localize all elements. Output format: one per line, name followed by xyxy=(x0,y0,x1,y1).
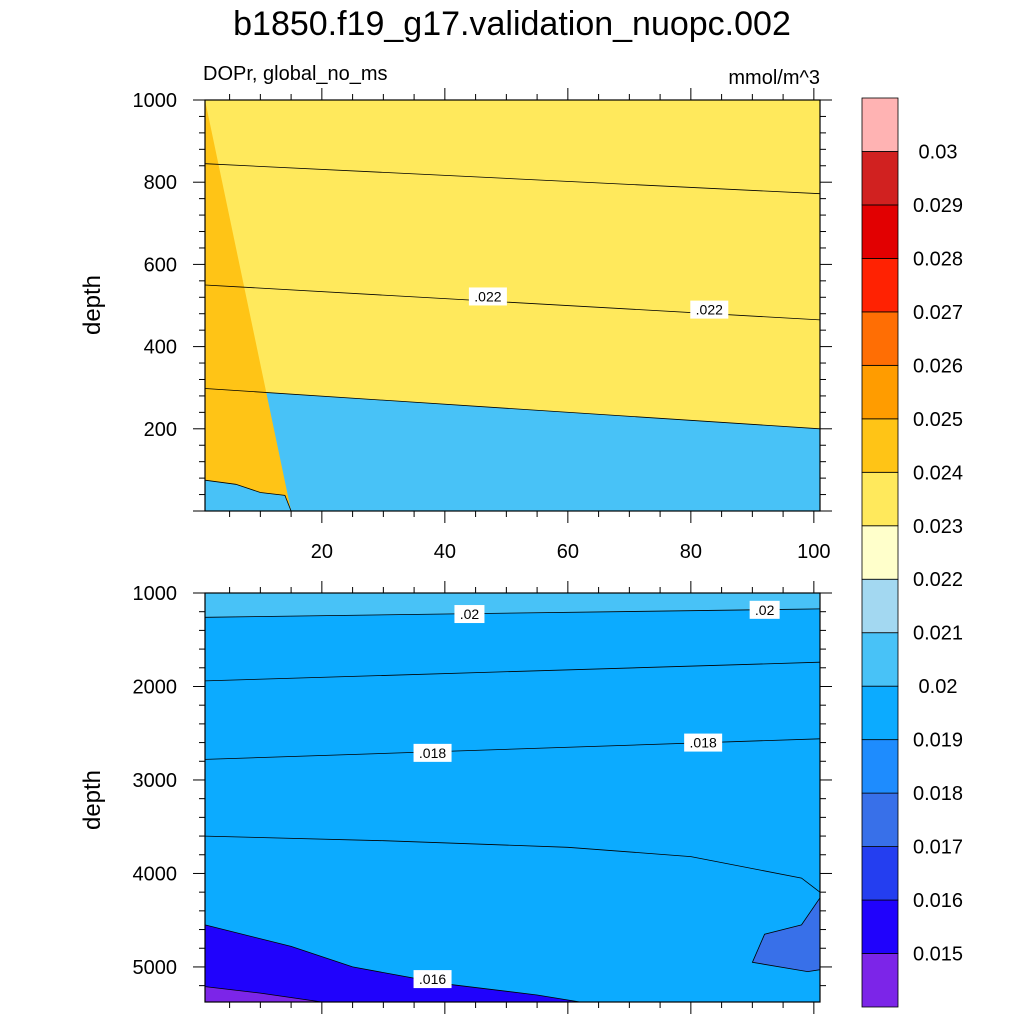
y-tick-label: 5000 xyxy=(133,957,178,979)
y-tick-label: 1000 xyxy=(133,583,178,605)
contour-lines xyxy=(205,608,820,1002)
contour-line xyxy=(205,924,581,1002)
contour-label: .016 xyxy=(419,971,446,987)
band-fill xyxy=(205,100,292,511)
colorbar-swatch xyxy=(861,364,899,420)
contour-line xyxy=(205,388,820,430)
colorbar-swatch xyxy=(861,97,899,152)
colorbar-label: 0.03 xyxy=(919,141,958,163)
colorbar-swatch xyxy=(861,632,899,687)
colorbar-label: 0.028 xyxy=(913,248,963,270)
colorbar-swatch xyxy=(861,151,899,206)
lower-panel: .02 .02 .018 .018 .016 1000 2000 3000 4000 5000 xyxy=(133,581,832,1014)
colorbar-label: 0.016 xyxy=(913,890,963,912)
contour-label-box xyxy=(468,287,507,306)
colorbar-swatch xyxy=(861,578,899,634)
contour-label: .022 xyxy=(696,302,723,318)
colorbar-swatch xyxy=(861,204,899,259)
x-tick-label: 20 xyxy=(311,541,333,563)
colorbar-label: 0.022 xyxy=(913,569,963,591)
colorbar-label: 0.021 xyxy=(913,623,963,645)
contour-fills xyxy=(205,100,820,511)
colorbar-label: 0.027 xyxy=(913,302,963,324)
contour-line xyxy=(205,163,820,195)
contour-line xyxy=(205,479,292,511)
colorbar-swatch xyxy=(861,525,899,580)
y-tick-label: 400 xyxy=(144,337,177,359)
colorbar-swatch xyxy=(861,739,899,794)
contour-line xyxy=(751,897,820,973)
contour-label-box xyxy=(454,605,485,624)
colorbar-swatch xyxy=(861,792,899,847)
colorbar: 0.015 0.016 0.017 0.018 0.019 0.02 0.021 0.022 0… xyxy=(861,97,963,1008)
contour-label-box xyxy=(690,300,729,319)
contour-line xyxy=(205,835,820,893)
y-tick-label: 800 xyxy=(144,172,177,194)
colorbar-swatch xyxy=(861,418,899,473)
colorbar-label: 0.026 xyxy=(913,355,963,377)
y-tick-label: 200 xyxy=(144,419,177,441)
contour-label: .018 xyxy=(690,735,717,751)
x-tick-label: 40 xyxy=(434,541,456,563)
contour-line xyxy=(205,661,820,682)
contour-line xyxy=(205,986,322,1002)
colorbar-swatch xyxy=(861,846,899,901)
y-tick-label: 1000 xyxy=(133,90,178,112)
plot-frame xyxy=(204,99,821,512)
contour-label-box xyxy=(684,733,723,752)
colorbar-swatch xyxy=(861,953,899,1008)
colorbar-label: 0.024 xyxy=(913,462,963,484)
contour-label: .02 xyxy=(755,602,775,618)
x-tick-label: 100 xyxy=(797,541,830,563)
colorbar-swatch xyxy=(861,899,899,954)
band-fill xyxy=(205,608,820,1002)
band-fill xyxy=(205,924,581,1002)
lower-ylabel: depth xyxy=(79,770,106,830)
contour-label-box xyxy=(413,743,452,762)
colorbar-swatch xyxy=(861,685,899,741)
y-tick-label: 4000 xyxy=(133,863,178,885)
variable-region-label: DOPr, global_no_ms xyxy=(203,63,388,85)
colorbar-label: 0.019 xyxy=(913,730,963,752)
colorbar-label: 0.025 xyxy=(913,409,963,431)
upper-panel: .022 .022 20 40 60 80 100 200 400 600 800 1000 xyxy=(133,88,832,563)
colorbar-label: 0.02 xyxy=(919,676,958,698)
band-fill xyxy=(752,897,820,972)
colorbar-swatch xyxy=(861,311,899,366)
figure-title: b1850.f19_g17.validation_nuopc.002 xyxy=(233,5,791,43)
contour-label-box xyxy=(413,970,452,989)
y-tick-label: 3000 xyxy=(133,770,178,792)
contour-label: .022 xyxy=(474,288,501,304)
x-tick-label: 60 xyxy=(557,541,579,563)
contour-line xyxy=(205,608,820,618)
colorbar-label: 0.017 xyxy=(913,837,963,859)
y-tick-label: 2000 xyxy=(133,676,178,698)
colorbar-label: 0.023 xyxy=(913,516,963,538)
band-fill xyxy=(205,593,820,618)
colorbar-label: 0.015 xyxy=(913,944,963,966)
y-tick-label: 600 xyxy=(144,254,177,276)
colorbar-swatch xyxy=(861,258,899,313)
units-label: mmol/m^3 xyxy=(728,67,820,89)
contour-fills xyxy=(205,593,820,1002)
contour-label: .018 xyxy=(419,745,446,761)
colorbar-swatch xyxy=(861,471,899,527)
contour-label: .02 xyxy=(460,606,480,622)
band-fill xyxy=(205,100,820,429)
x-tick-label: 80 xyxy=(680,541,702,563)
contour-label-box xyxy=(749,600,780,619)
plot-frame xyxy=(204,592,821,1003)
colorbar-label: 0.018 xyxy=(913,783,963,805)
colorbar-label: 0.029 xyxy=(913,195,963,217)
upper-ylabel: depth xyxy=(79,275,106,335)
